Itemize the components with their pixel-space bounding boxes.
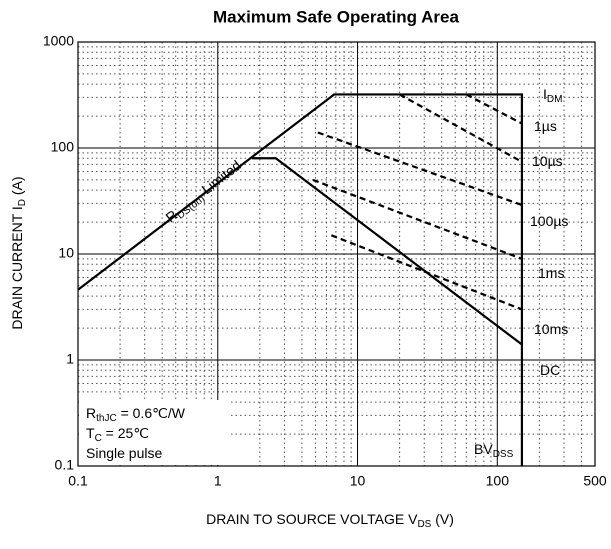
note-text: = 0.6℃/W — [117, 405, 186, 421]
annotation-sub: DS(on) — [175, 193, 207, 221]
annotation-sub: DM — [547, 94, 563, 105]
note: Single pulse — [86, 445, 162, 461]
x-tick-label: 500 — [583, 473, 607, 489]
y-tick-label: 1000 — [43, 33, 74, 49]
note-text: = 25℃ — [102, 425, 149, 441]
annotation-text: BV — [474, 441, 493, 457]
x-tick-label: 0.1 — [68, 473, 88, 489]
note-box — [79, 400, 229, 465]
note-sub: C — [95, 433, 102, 444]
x-axis-label-sub: DS — [417, 519, 431, 530]
annotation: IDM — [543, 86, 562, 105]
y-tick-label: 1 — [66, 351, 74, 367]
y-tick-label: 0.1 — [55, 457, 75, 473]
chart-title: Maximum Safe Operating Area — [213, 7, 459, 26]
series-line — [399, 93, 523, 163]
annotation-text: I — [543, 86, 547, 102]
x-axis-label: DRAIN TO SOURCE VOLTAGE VDS (V) — [206, 511, 454, 530]
annotation: 10µs — [532, 153, 563, 169]
note-text: R — [86, 405, 96, 421]
annotation: 10ms — [534, 321, 568, 337]
annotation: RDS(on) Limited — [162, 157, 245, 228]
annotation: 100µs — [530, 213, 568, 229]
annotation-text: 10ms — [534, 321, 568, 337]
note-text: Single pulse — [86, 445, 162, 461]
note: RthJC = 0.6℃/W — [86, 405, 186, 424]
annotation-text: DC — [540, 362, 560, 378]
annotation-text: 1µs — [534, 118, 557, 134]
annotation-sub: DSS — [493, 449, 514, 460]
plot-border — [77, 41, 596, 467]
series-line — [330, 234, 523, 311]
note-sub: thJC — [96, 413, 117, 424]
annotation-text: 1ms — [538, 265, 564, 281]
annotation: 1ms — [538, 265, 564, 281]
y-axis-label-sub: D — [17, 199, 28, 206]
annotation-text: Limited — [195, 157, 243, 200]
annotation-text: 10µs — [532, 153, 563, 169]
note: TC = 25℃ — [86, 425, 149, 444]
y-axis-label-text: DRAIN CURRENT I — [9, 206, 25, 329]
series-line — [317, 131, 523, 207]
y-tick-label: 10 — [58, 245, 74, 261]
x-axis-label-text: DRAIN TO SOURCE VOLTAGE V — [206, 511, 418, 527]
x-tick-label: 100 — [486, 473, 510, 489]
series-line — [465, 93, 523, 125]
y-axis-label: DRAIN CURRENT ID (A) — [9, 176, 28, 329]
annotation: BVDSS — [474, 441, 514, 460]
series-line — [251, 157, 523, 346]
y-tick-label: 100 — [51, 139, 75, 155]
note-text: T — [86, 425, 95, 441]
series-line — [312, 178, 523, 260]
series-line — [77, 93, 524, 466]
annotation: 1µs — [534, 118, 557, 134]
annotation: DC — [540, 362, 560, 378]
x-tick-label: 1 — [214, 473, 222, 489]
x-tick-label: 10 — [350, 473, 366, 489]
y-axis-label-text: (A) — [9, 176, 25, 199]
annotation-text: 100µs — [530, 213, 568, 229]
x-axis-label-text: (V) — [431, 511, 454, 527]
